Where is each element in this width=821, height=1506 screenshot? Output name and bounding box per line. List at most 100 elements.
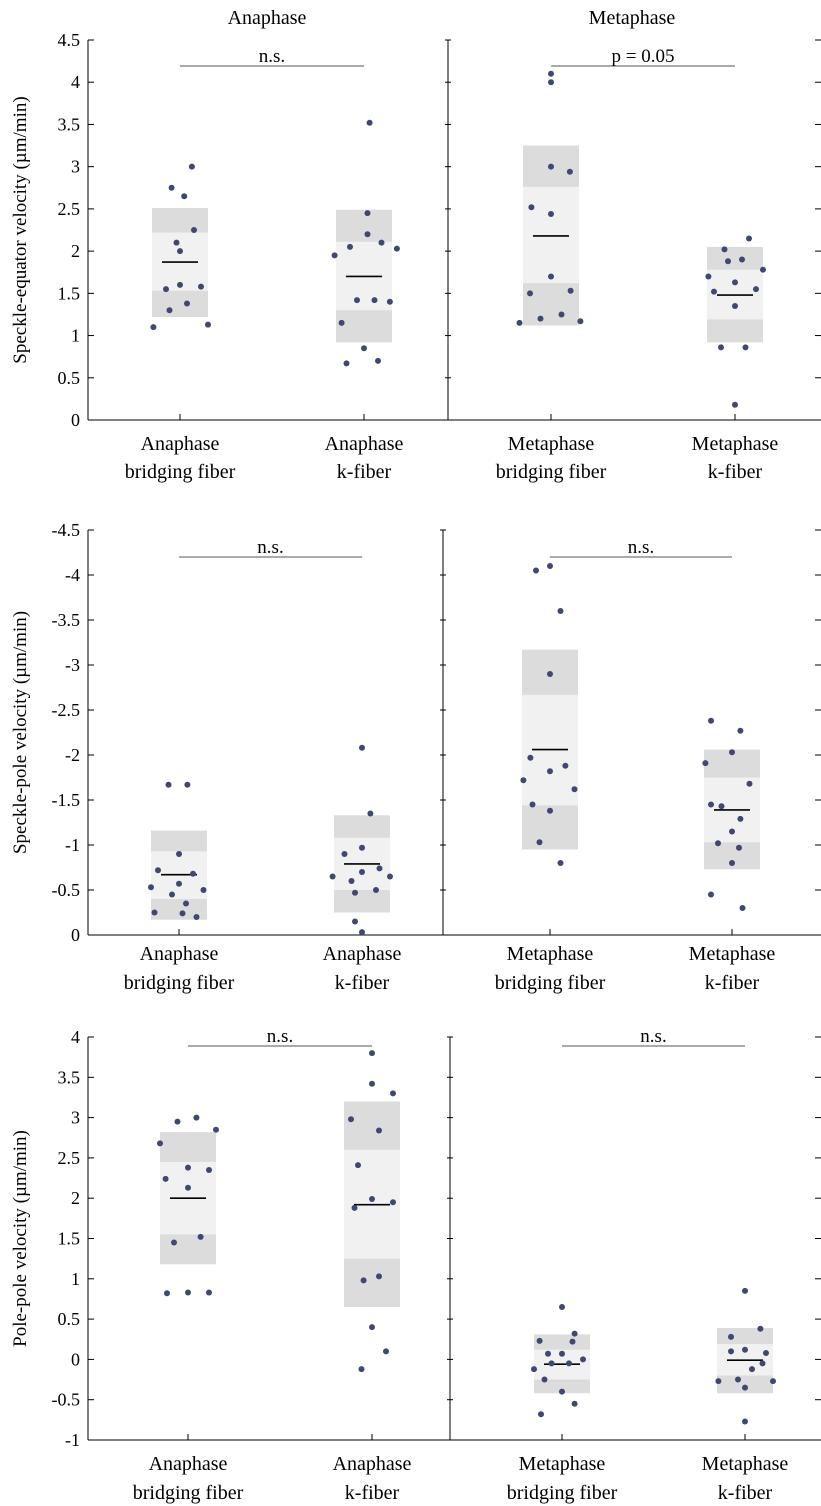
data-point — [718, 344, 724, 351]
data-point — [721, 246, 728, 253]
y-axis-label: Speckle-equator velocity (µm/min) — [10, 96, 31, 363]
y-tick-label: -3.5 — [52, 610, 81, 630]
data-point — [746, 780, 753, 787]
data-point — [173, 239, 180, 246]
data-point — [735, 1376, 741, 1383]
data-point — [557, 860, 564, 866]
panel-speckle-pole: 0 -0.5 -1 -1.5 -2 -2.5 -3 -3.5 -4 -4.5 Anaphase bri… — [10, 520, 821, 994]
category-label: bridging fiber — [495, 972, 606, 994]
y-tick-label: 0 — [71, 410, 80, 430]
data-point — [198, 283, 204, 290]
y-tick-label: 3.5 — [58, 1067, 81, 1087]
data-point — [348, 1116, 354, 1123]
data-point — [718, 803, 725, 810]
data-point — [177, 248, 183, 255]
data-point — [376, 865, 383, 872]
data-point — [165, 781, 172, 788]
data-point — [558, 311, 565, 318]
data-point — [341, 851, 348, 857]
data-point — [184, 781, 191, 788]
category-label: Anaphase — [325, 433, 404, 455]
significance-label: n.s. — [628, 537, 654, 558]
data-point — [548, 70, 554, 77]
data-point — [559, 1388, 565, 1395]
data-point — [548, 163, 554, 170]
data-point — [354, 297, 360, 304]
category-label: k-fiber — [718, 1482, 773, 1504]
data-point — [537, 315, 544, 322]
y-tick-label: -0.5 — [52, 880, 81, 900]
data-point — [548, 273, 554, 280]
panel-pole-pole: -1 -0.5 0 0.5 1 1.5 2 2.5 3 3.5 4 Anaphase bridging … — [10, 1026, 821, 1504]
data-point — [753, 286, 759, 293]
data-point — [185, 1164, 191, 1171]
data-point — [547, 807, 553, 814]
data-point — [387, 873, 393, 880]
data-point — [393, 245, 400, 252]
category-label: Metaphase — [508, 433, 595, 455]
data-point — [536, 839, 543, 846]
y-tick-label: 2.5 — [58, 199, 81, 219]
category-label: Metaphase — [507, 943, 594, 965]
data-point — [528, 204, 535, 211]
data-point — [169, 891, 175, 898]
significance-label: n.s. — [259, 46, 285, 67]
category-label: bridging fiber — [133, 1482, 244, 1504]
data-point — [343, 360, 350, 367]
data-point — [206, 1289, 212, 1296]
category-label: bridging fiber — [496, 461, 607, 483]
data-point — [338, 319, 345, 326]
data-point — [164, 1290, 170, 1297]
data-point — [367, 810, 374, 817]
data-point — [548, 210, 554, 217]
y-tick-label: -1 — [65, 1430, 80, 1450]
data-point — [566, 1360, 572, 1367]
data-point — [386, 298, 393, 305]
data-point — [749, 1366, 755, 1373]
data-point — [390, 1199, 396, 1206]
category-label: k-fiber — [345, 1482, 400, 1504]
data-point — [213, 1126, 219, 1133]
data-point — [369, 1196, 375, 1203]
category-label: Anaphase — [149, 1453, 228, 1475]
ci-box — [523, 186, 579, 284]
data-point — [369, 1050, 375, 1057]
data-point — [557, 608, 564, 614]
data-point — [329, 873, 336, 880]
data-point — [162, 1175, 169, 1182]
data-point — [176, 851, 182, 857]
data-point — [358, 1366, 365, 1373]
data-point — [352, 918, 358, 925]
data-point — [527, 754, 534, 761]
data-point — [757, 1325, 764, 1332]
data-point — [742, 1346, 748, 1353]
y-tick-label: 4 — [71, 1027, 80, 1047]
data-point — [361, 345, 367, 352]
data-point — [190, 870, 196, 877]
y-tick-label: -4.5 — [52, 520, 81, 540]
data-point — [548, 79, 554, 86]
data-point — [728, 1348, 734, 1355]
data-point — [708, 801, 714, 808]
data-point — [390, 1090, 396, 1097]
data-point — [205, 321, 211, 328]
data-point — [383, 1348, 389, 1355]
category-label: Metaphase — [689, 943, 776, 965]
data-point — [715, 1378, 722, 1385]
y-tick-label: -1.5 — [52, 790, 81, 810]
data-point — [359, 929, 365, 936]
data-point — [759, 1360, 766, 1367]
data-point — [177, 281, 183, 288]
y-tick-label: 1.5 — [58, 283, 81, 303]
y-tick-label: 3 — [71, 1108, 80, 1128]
data-point — [729, 828, 735, 835]
data-point — [376, 1273, 382, 1280]
panel-speckle-equator: 0 0.5 1 1.5 2 2.5 3 3.5 4 4.5 Anaphase bridging fib… — [10, 30, 821, 483]
data-point — [742, 1287, 748, 1294]
data-point — [183, 900, 189, 907]
category-label: bridging fiber — [124, 972, 235, 994]
data-point — [715, 840, 721, 847]
data-point — [541, 1376, 548, 1383]
data-point — [737, 727, 744, 734]
